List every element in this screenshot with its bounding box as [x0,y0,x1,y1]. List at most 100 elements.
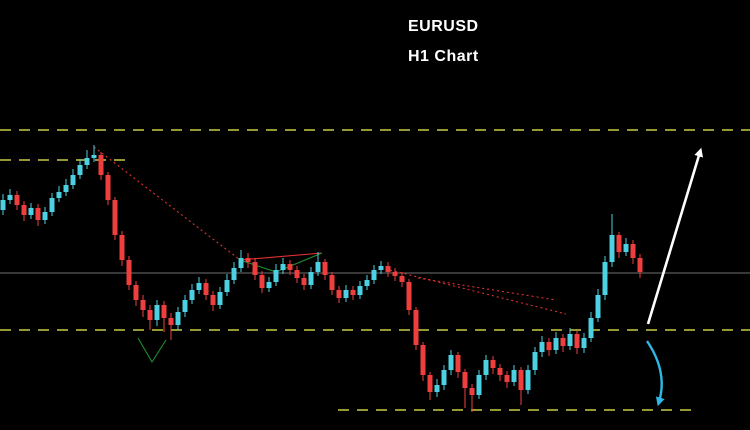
candle [406,279,412,315]
candle [98,152,104,180]
symbol-title: EURUSD [408,18,479,35]
candle [553,332,559,354]
base-check-mark [137,337,167,364]
candle [49,193,55,216]
candle [441,365,447,390]
candle [623,238,629,256]
candle [0,194,6,215]
bullish-projection-arrow [646,147,704,325]
candle [56,186,62,202]
candle [217,287,223,309]
candle [294,266,300,283]
candle [602,256,608,300]
candle [168,313,174,340]
chart-title-block: EURUSD H1 Chart [408,12,479,72]
candle [63,179,69,196]
candle [301,274,307,290]
candle [462,369,468,408]
candle [154,300,160,326]
candle [364,275,370,290]
candle [490,356,496,374]
candle [588,312,594,342]
candle [336,286,342,303]
candle [238,250,244,272]
candle [343,285,349,302]
downtrend-dotted-line-3 [417,277,557,301]
candle [350,286,356,300]
candle [133,281,139,306]
candle [525,365,531,394]
candle [385,262,391,277]
candle [231,262,237,284]
candle [252,258,258,280]
candle [28,203,34,219]
candle [609,214,615,267]
candle [616,232,622,258]
candle [175,307,181,330]
candle [203,279,209,300]
candle [378,261,384,274]
candle [420,342,426,381]
candle [581,333,587,353]
candle [546,338,552,356]
pennant-upper-edge [239,252,323,261]
candle [532,347,538,375]
candle [14,191,20,210]
candle [35,204,41,226]
candle [322,259,328,280]
candle [413,307,419,350]
candle [196,277,202,294]
candle [476,370,482,399]
downtrend-dotted-line-1 [93,146,241,261]
candle [189,284,195,304]
candle [448,350,454,375]
candle [119,231,125,266]
candle [280,258,286,274]
candle [511,365,517,386]
candle [329,272,335,295]
candle [518,367,524,405]
candle [637,254,643,278]
candle [126,256,132,290]
candle [224,274,230,296]
candle [392,268,398,281]
candle [84,150,90,169]
candle [434,379,440,397]
candle [560,334,566,352]
candle [357,281,363,299]
candle [147,305,153,330]
candle [455,352,461,378]
candle [427,372,433,400]
candle [245,253,251,268]
candle [259,271,265,293]
candle [567,328,573,350]
bearish-alternative-arrow [646,340,665,407]
candle [371,265,377,284]
candle [308,267,314,289]
candle [210,291,216,311]
timeframe-title: H1 Chart [408,48,479,65]
candle [105,172,111,205]
candle [42,207,48,224]
downtrend-dotted-line-2 [389,269,567,315]
candle [7,189,13,204]
candle [539,336,545,357]
candle [21,201,27,221]
candle [140,295,146,317]
candle [161,301,167,332]
candle [266,277,272,292]
candle [483,355,489,380]
candle [287,260,293,275]
candle [504,371,510,388]
candle [91,145,97,162]
candle [70,169,76,189]
candle [315,252,321,276]
candle [595,289,601,322]
candle [497,364,503,381]
candle [77,159,83,179]
candle [574,331,580,354]
candle [469,384,475,412]
candle [112,197,118,240]
